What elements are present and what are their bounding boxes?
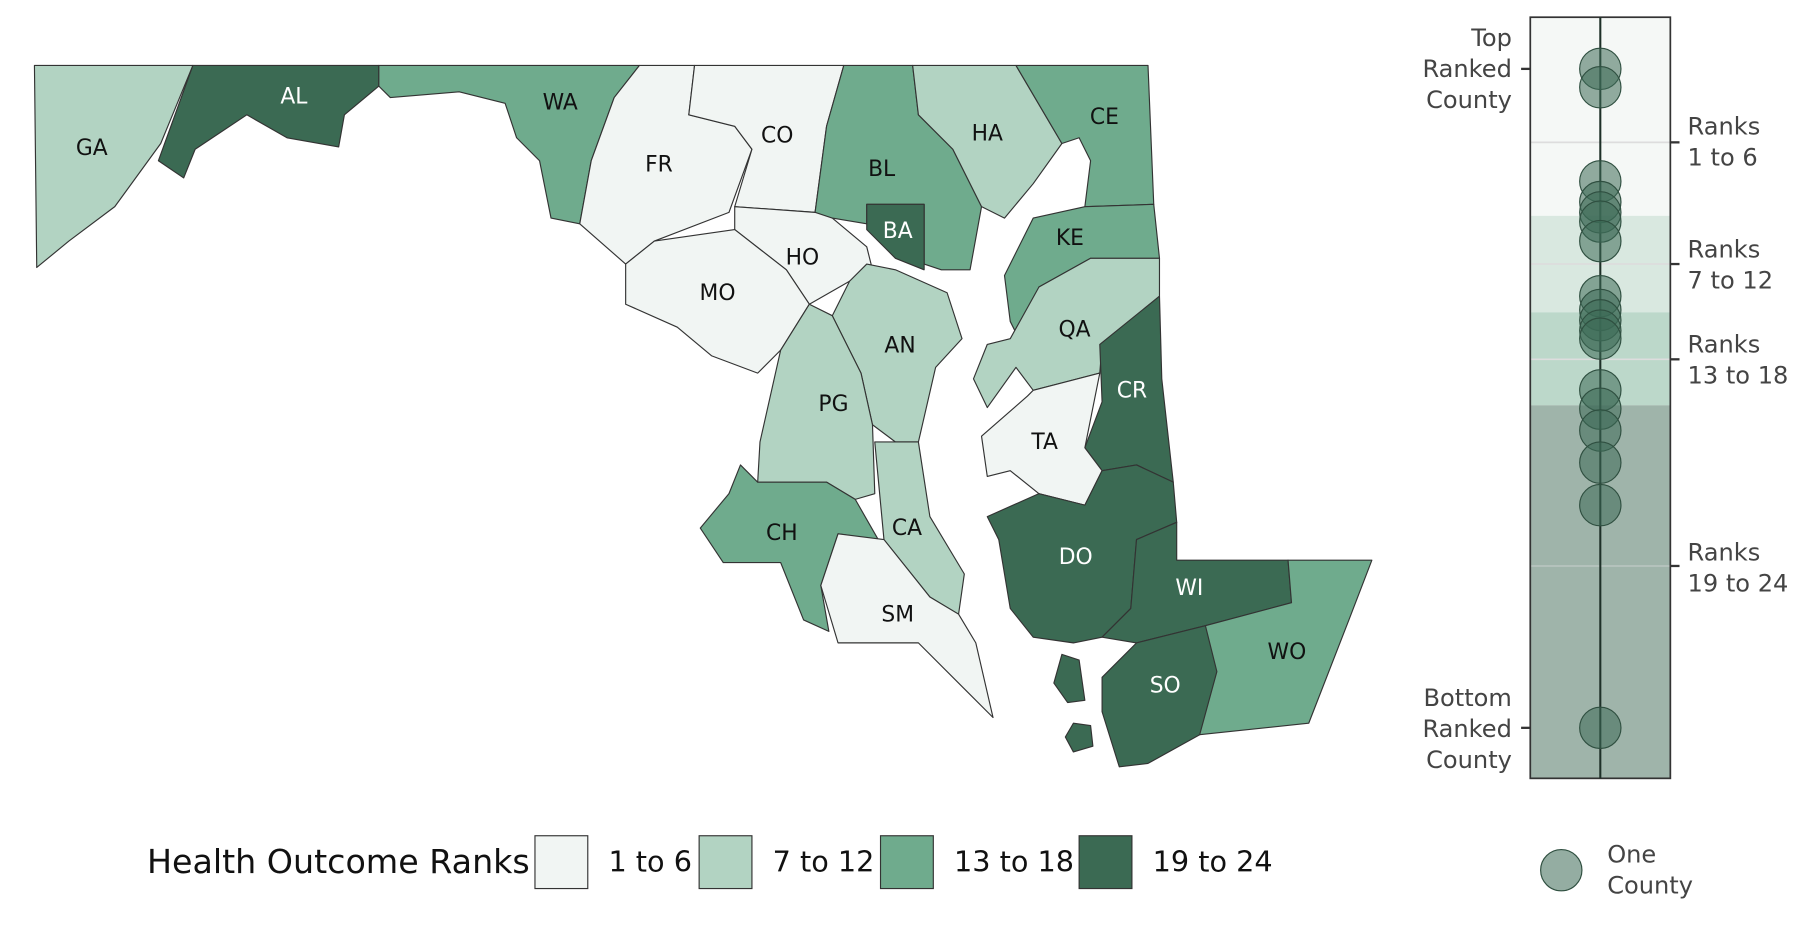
legend-swatch <box>534 835 589 890</box>
bottom-label: Bottom <box>1424 684 1512 712</box>
top-label: County <box>1426 86 1512 114</box>
legend-label: 13 to 18 <box>954 844 1074 878</box>
county-label: CA <box>892 516 922 541</box>
ticks <box>1521 67 1680 729</box>
county-label: CO <box>761 124 793 149</box>
county-label: HA <box>972 121 1003 146</box>
county-label: BA <box>883 219 913 244</box>
county-label: QA <box>1058 318 1090 343</box>
county-label: HO <box>786 245 820 270</box>
county-label: WA <box>543 90 578 115</box>
band-label: 13 to 18 <box>1688 362 1789 390</box>
county <box>866 203 925 271</box>
band-label: Ranks <box>1688 235 1761 263</box>
county <box>820 533 994 719</box>
legend-label: 1 to 6 <box>608 844 692 878</box>
county-label: CE <box>1090 105 1119 130</box>
dot-legend-symbol <box>1540 848 1583 892</box>
county-label: SO <box>1150 674 1181 699</box>
rank-strip: Top Ranked County Bottom Ranked County Ranks 1 … <box>1422 16 1789 899</box>
county-label: CH <box>766 521 798 546</box>
county <box>1015 64 1155 208</box>
band-label: 7 to 12 <box>1688 266 1774 294</box>
county-label: CR <box>1117 378 1147 403</box>
county-dot <box>1579 66 1622 109</box>
county-label: SM <box>881 602 914 627</box>
maryland-map: GA AL WA FR CO BL BA HA CE KE QA CR TA DO WI WO SO HO MO AN… <box>33 64 1373 768</box>
legend-swatch <box>879 835 934 890</box>
legend: Health Outcome Ranks 1 to 6 7 to 12 13 to … <box>147 835 1273 890</box>
dot-legend-label: County <box>1607 871 1693 899</box>
county <box>1053 653 1086 704</box>
dot-legend-label: One <box>1607 840 1656 868</box>
band-label: Ranks <box>1688 538 1761 566</box>
county-label: MO <box>700 281 736 306</box>
legend-title: Health Outcome Ranks <box>147 842 530 881</box>
county-dot <box>1579 441 1622 484</box>
county-label: GA <box>76 136 108 161</box>
county-label: AL <box>280 85 308 110</box>
county <box>625 229 810 374</box>
legend-label: 7 to 12 <box>773 844 875 878</box>
county-label: BL <box>868 157 896 182</box>
county <box>980 372 1103 506</box>
figure-content: GA AL WA FR CO BL BA HA CE KE QA CR TA DO WI WO SO HO MO AN… <box>33 16 1789 899</box>
legend-swatch <box>698 835 753 890</box>
legend-swatch <box>1078 835 1133 890</box>
county <box>1199 559 1373 736</box>
county-label: FR <box>645 152 673 177</box>
county <box>157 64 380 179</box>
band-label: Ranks <box>1688 112 1761 140</box>
county-dots <box>1579 47 1622 750</box>
top-label: Top <box>1470 24 1512 52</box>
county-label: PG <box>818 392 848 417</box>
bottom-label: Ranked <box>1422 715 1511 743</box>
county-label: AN <box>884 334 915 359</box>
bottom-label: County <box>1426 746 1512 774</box>
county-label: DO <box>1059 545 1093 570</box>
band-label: 19 to 24 <box>1688 569 1789 597</box>
county <box>699 464 879 632</box>
county-dot <box>1579 317 1622 360</box>
band-label: Ranks <box>1688 331 1761 359</box>
legend-label: 19 to 24 <box>1153 844 1273 878</box>
county <box>1064 722 1094 753</box>
band-label: 1 to 6 <box>1688 143 1758 171</box>
county-dot <box>1579 219 1622 263</box>
county-label: KE <box>1056 226 1084 251</box>
county <box>1101 625 1218 768</box>
county-label: TA <box>1030 430 1058 455</box>
top-label: Ranked <box>1422 55 1511 83</box>
county-dot <box>1579 483 1622 527</box>
county-label: WI <box>1175 576 1203 601</box>
county-label: WO <box>1268 640 1307 665</box>
county-dot <box>1579 706 1622 750</box>
